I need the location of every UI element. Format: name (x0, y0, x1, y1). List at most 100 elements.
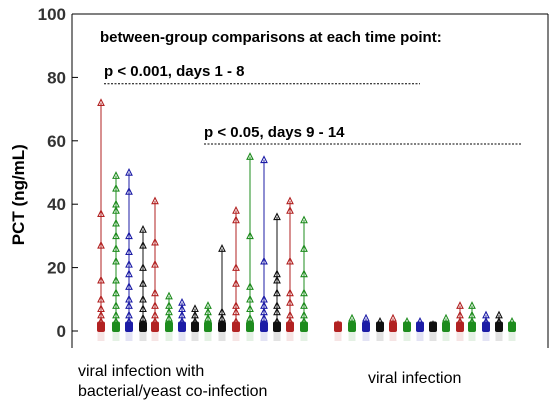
data-point-marker (442, 323, 450, 332)
data-point-marker (125, 259, 133, 268)
data-point-marker (139, 240, 147, 249)
column-shadow (286, 331, 294, 341)
data-point-marker (97, 323, 105, 332)
data-point-marker (112, 183, 120, 192)
data-point-marker (286, 256, 294, 265)
annotation-header: between-group comparisons at each time p… (100, 29, 442, 46)
data-point-marker (456, 323, 464, 332)
column-shadow (508, 331, 516, 341)
data-point-marker (139, 320, 147, 328)
data-point-marker (125, 247, 133, 255)
column-shadow (389, 331, 397, 341)
data-point-marker (376, 323, 384, 332)
data-point-marker (139, 263, 147, 271)
data-column (97, 98, 105, 341)
data-column (191, 304, 199, 341)
column-shadow (300, 331, 308, 341)
data-point-marker (151, 259, 159, 268)
data-point-marker (300, 269, 308, 278)
data-point-marker (112, 288, 120, 297)
data-column (429, 320, 437, 341)
data-point-marker (97, 294, 105, 303)
column-shadow (232, 331, 240, 341)
data-point-marker (232, 215, 240, 224)
data-point-marker (468, 323, 476, 332)
data-point-marker (151, 301, 159, 309)
data-point-marker (165, 320, 173, 328)
data-point-marker (300, 301, 308, 309)
group-label-viral-infection: viral infection (368, 370, 461, 387)
data-point-marker (125, 167, 133, 176)
data-point-marker (125, 269, 133, 278)
plot-frame (71, 13, 549, 348)
y-tick-label: 20 (47, 259, 66, 278)
annotation-p-days-9-14: p < 0.05, days 9 - 14 (204, 124, 345, 141)
data-point-marker (125, 282, 133, 290)
data-point-marker (112, 275, 120, 284)
data-column (389, 313, 397, 341)
data-column (246, 152, 254, 341)
data-point-marker (273, 323, 281, 332)
data-point-marker (151, 288, 159, 297)
column-shadow (495, 331, 503, 341)
data-point-marker (273, 212, 281, 221)
data-column (125, 167, 133, 341)
data-column (178, 297, 186, 341)
data-column (218, 244, 226, 341)
data-point-marker (468, 301, 476, 309)
data-point-marker (508, 323, 516, 332)
column-shadow (218, 331, 226, 341)
data-point-marker (191, 323, 199, 332)
column-shadow (334, 331, 342, 341)
data-point-marker (112, 301, 120, 309)
data-point-marker (260, 320, 268, 328)
data-column (468, 301, 476, 341)
y-tick-label: 80 (47, 68, 66, 87)
data-point-marker (218, 323, 226, 332)
column-shadow (139, 331, 147, 341)
data-point-marker (286, 323, 294, 332)
data-column (376, 316, 384, 341)
data-point-marker (112, 256, 120, 265)
data-point-marker (403, 323, 411, 332)
data-point-marker (348, 323, 356, 332)
column-shadow (204, 331, 212, 341)
data-column (362, 313, 370, 341)
y-tick-label: 60 (47, 132, 66, 151)
data-column (495, 310, 503, 341)
data-point-marker (334, 320, 342, 328)
data-point-marker (112, 218, 120, 227)
data-point-marker (362, 320, 370, 328)
data-column (204, 301, 212, 341)
data-column (442, 313, 450, 341)
y-axis-label: PCT (ng/mL) (9, 144, 28, 245)
y-tick-label: 100 (38, 5, 66, 24)
data-point-marker (362, 323, 370, 332)
column-shadow (403, 331, 411, 341)
data-column (456, 301, 464, 341)
data-point-marker (97, 275, 105, 284)
data-point-marker (246, 304, 254, 313)
data-point-marker (218, 244, 226, 252)
column-shadow (468, 331, 476, 341)
data-point-marker (112, 323, 120, 332)
data-point-marker (151, 237, 159, 246)
data-point-marker (232, 206, 240, 214)
data-point-marker (112, 171, 120, 179)
annotation-p-days-1-8: p < 0.001, days 1 - 8 (104, 63, 245, 80)
data-point-marker (151, 323, 159, 332)
column-shadow (151, 331, 159, 341)
data-point-marker (139, 278, 147, 287)
column-shadow (112, 331, 120, 341)
data-point-marker (246, 231, 254, 240)
data-point-marker (97, 240, 105, 249)
data-point-marker (232, 323, 240, 332)
data-point-marker (139, 294, 147, 303)
data-point-marker (246, 320, 254, 328)
data-point-marker (260, 323, 268, 332)
column-shadow (429, 331, 437, 341)
data-columns (97, 98, 516, 341)
data-point-marker (286, 196, 294, 205)
data-point-marker (273, 275, 281, 284)
data-point-marker (416, 323, 424, 332)
